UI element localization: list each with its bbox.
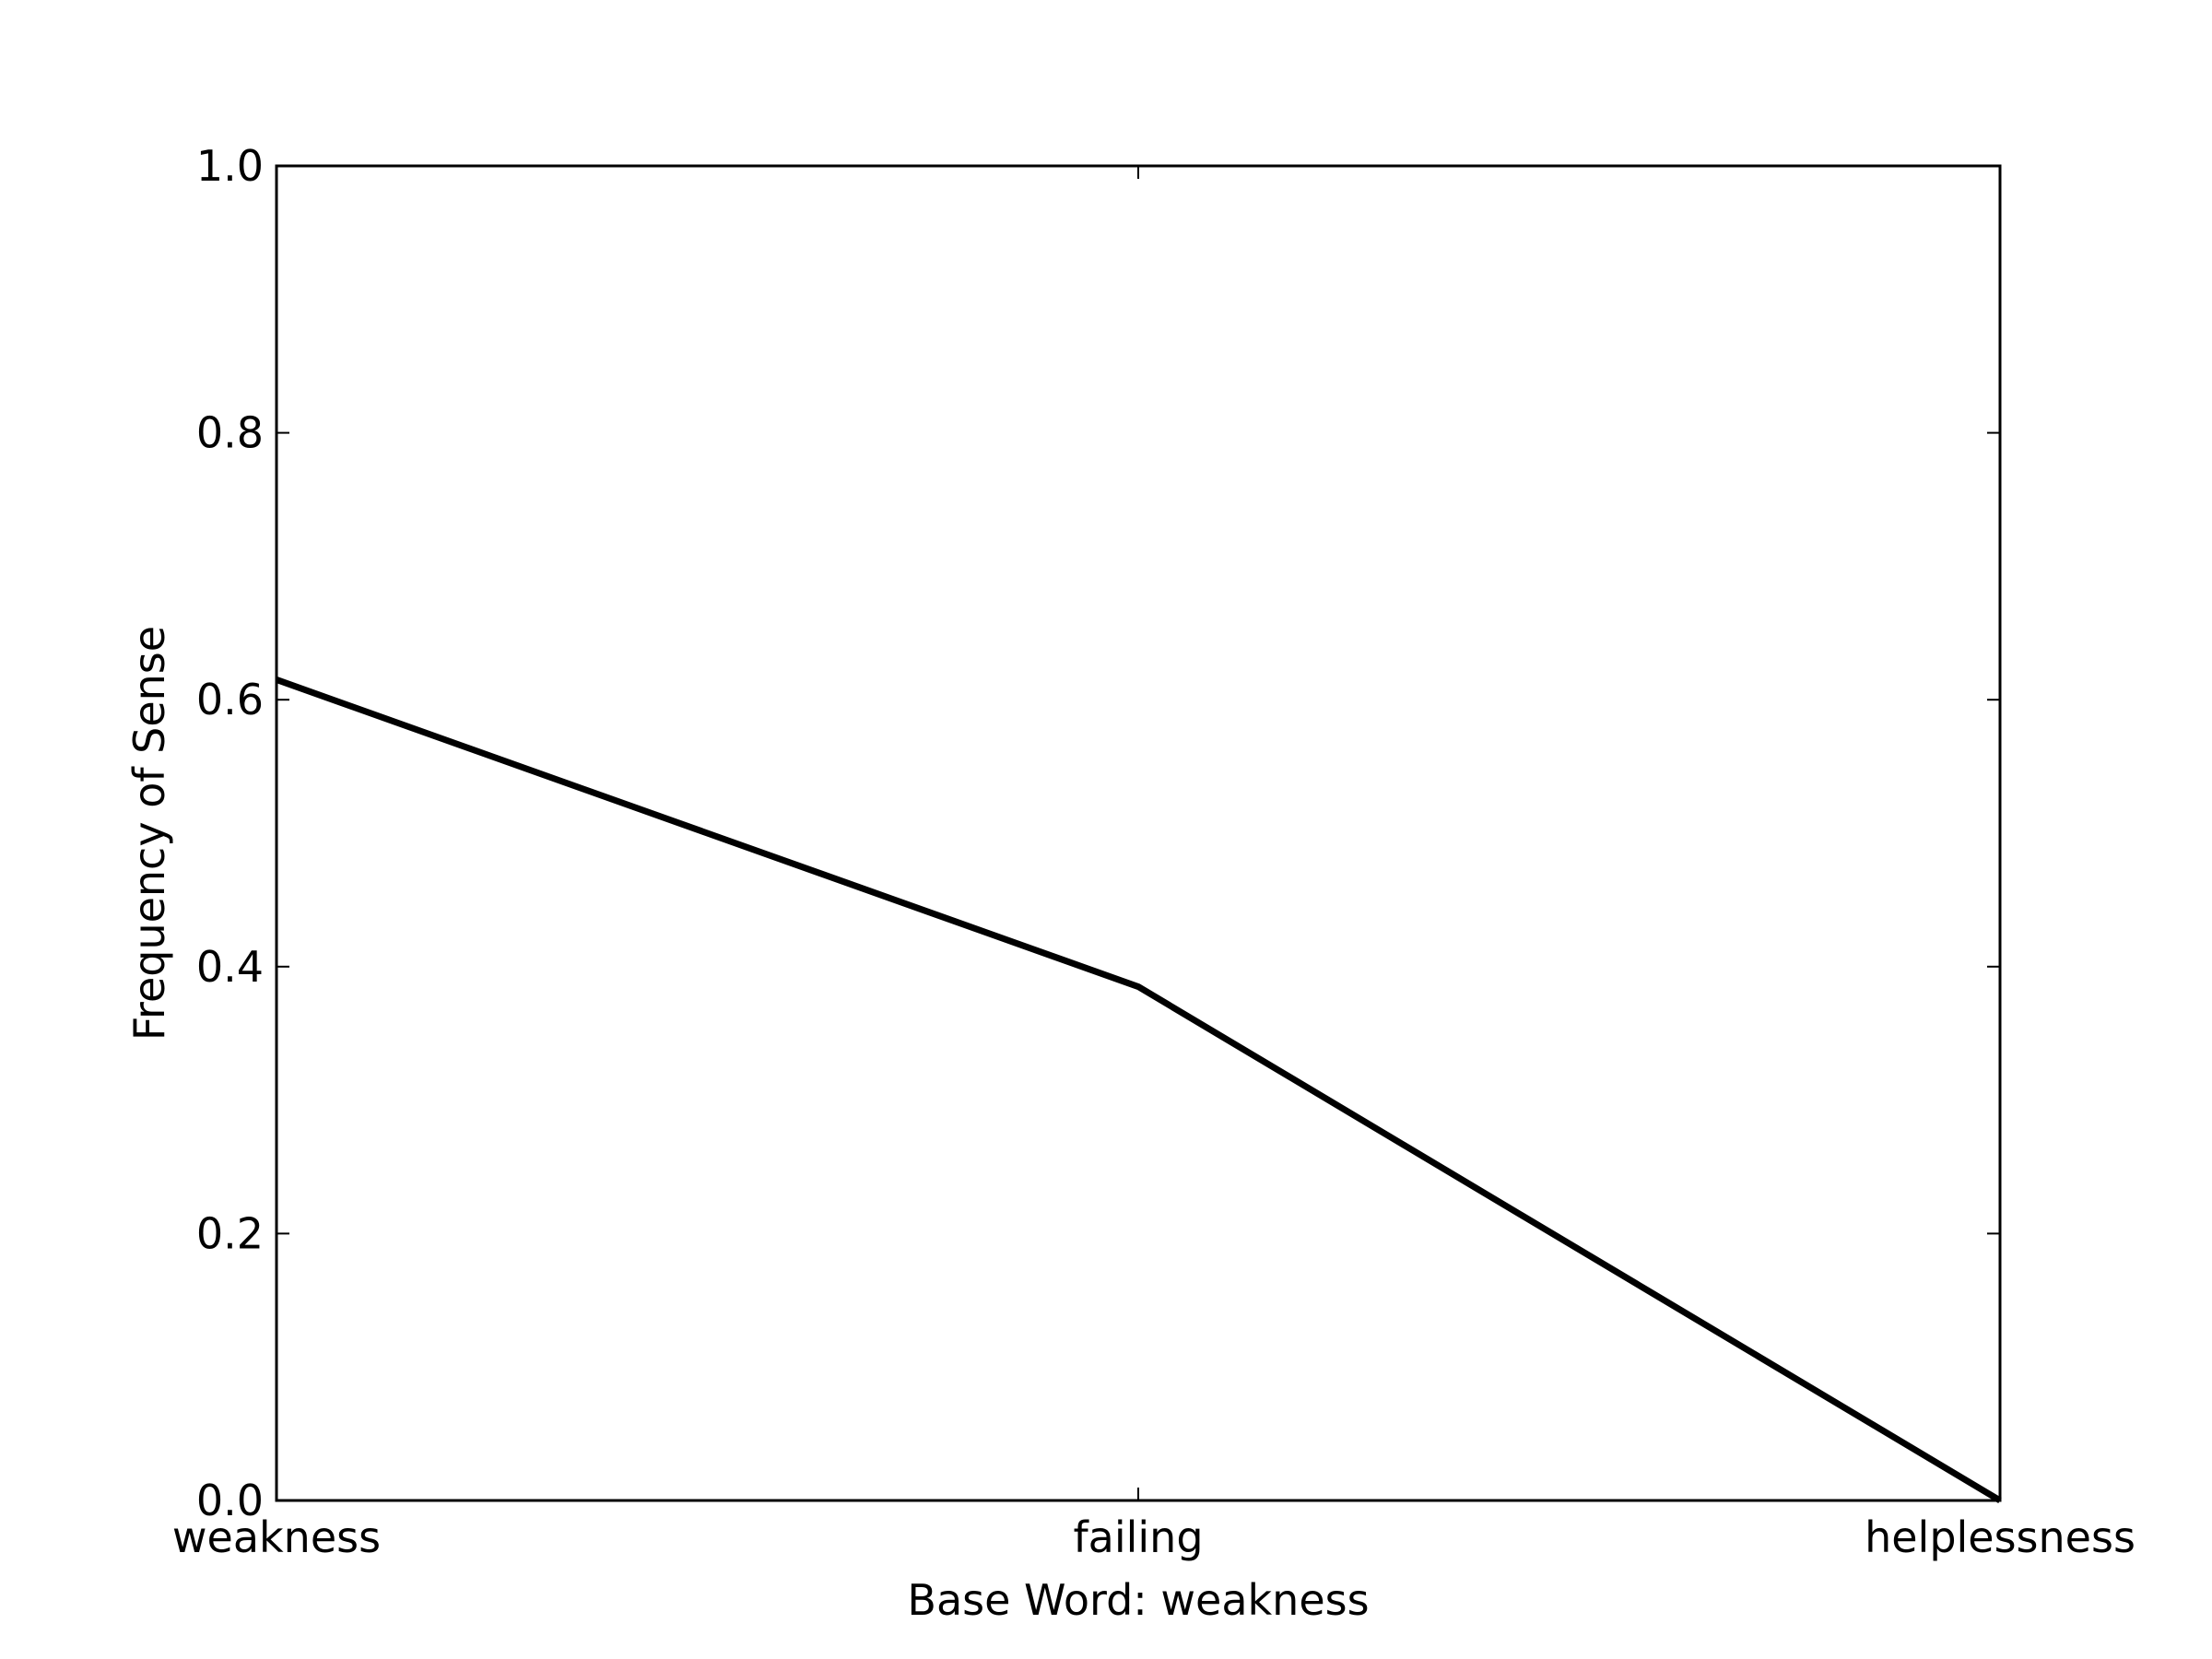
y-tick-label: 0.8 (196, 408, 264, 458)
x-axis-ticks: weakness failing helplessness (172, 166, 2136, 1562)
series-line (275, 677, 2002, 1504)
series-layer (275, 677, 2002, 1504)
y-tick-label: 0.0 (196, 1476, 264, 1525)
y-tick-label: 0.6 (196, 675, 264, 724)
x-tick-label: helplessness (1865, 1512, 2136, 1562)
y-tick-label: 0.2 (196, 1208, 264, 1258)
x-axis-label: Base Word: weakness (907, 1575, 1369, 1625)
y-axis-ticks: 0.0 0.2 0.4 0.6 0.8 1.0 (196, 141, 2000, 1525)
plot-frame (275, 164, 2002, 1502)
x-tick-label: weakness (172, 1512, 381, 1562)
plot-area (276, 166, 2000, 1500)
y-tick-label: 0.4 (196, 942, 264, 992)
y-tick-label: 1.0 (196, 141, 264, 191)
x-tick-label: failing (1073, 1512, 1203, 1562)
y-axis-label: Frequency of Sense (124, 626, 174, 1041)
